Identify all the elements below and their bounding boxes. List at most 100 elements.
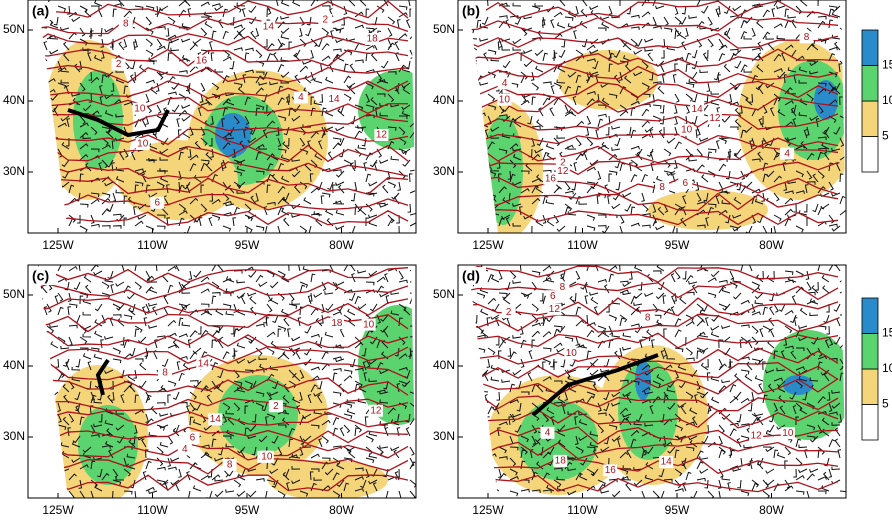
- contour: [468, 457, 839, 474]
- wind-barb: [112, 213, 122, 218]
- wind-barb: [655, 225, 665, 231]
- wind-barb: [318, 140, 323, 150]
- wind-barb: [817, 410, 827, 415]
- wind-barb: [236, 387, 246, 393]
- wind-barb: [299, 446, 304, 456]
- wind-barb: [652, 380, 661, 388]
- wind-barb: [461, 293, 466, 301]
- wind-barb: [192, 419, 202, 426]
- wind-barb: [740, 265, 747, 272]
- wind-barb: [164, 482, 169, 492]
- wind-barb: [619, 110, 629, 117]
- wind-barb: [123, 10, 133, 18]
- contour-label-bg: [293, 91, 308, 104]
- wind-barb: [154, 5, 159, 15]
- wind-barb: [310, 333, 320, 338]
- wind-barb: [721, 287, 731, 294]
- wind-barb: [159, 441, 169, 448]
- wind-barb: [817, 325, 827, 330]
- contour: [468, 113, 839, 131]
- wind-barb: [144, 449, 149, 459]
- wind-barb: [460, 297, 466, 304]
- wind-barb: [280, 34, 290, 40]
- wind-barb: [820, 203, 830, 210]
- wind-barb: [673, 104, 678, 114]
- wind-barb: [316, 394, 323, 404]
- wind-barb: [539, 292, 544, 302]
- wind-barb: [104, 369, 114, 375]
- wind-barb: [644, 38, 654, 43]
- wind-barb: [691, 284, 698, 294]
- wind-barb: [806, 217, 810, 227]
- wind-barb: [559, 0, 566, 7]
- wind-barb: [106, 159, 114, 168]
- wind-barb: [721, 476, 731, 481]
- wind-barb: [740, 64, 748, 73]
- wind-barb: [299, 281, 309, 288]
- wind-barb: [309, 173, 314, 183]
- wind-barb: [509, 159, 517, 169]
- contour-label: 8: [659, 182, 665, 193]
- wind-barb: [255, 402, 264, 410]
- wind-barb: [30, 72, 36, 79]
- wind-barb: [729, 126, 739, 131]
- wind-barb: [608, 273, 615, 283]
- contour-label-bg: [603, 464, 618, 477]
- wind-barb: [178, 70, 188, 74]
- wind-barb: [699, 347, 709, 354]
- wind-barb: [270, 297, 279, 305]
- wind-barb: [603, 391, 610, 401]
- wind-barb: [812, 203, 819, 213]
- wind-barb: [82, 353, 92, 360]
- wind-barb: [691, 93, 698, 103]
- y-tick-label: 40N: [3, 358, 25, 372]
- wind-barb: [701, 5, 709, 14]
- wind-barb: [590, 181, 599, 189]
- wind-barb: [564, 203, 573, 212]
- wind-barb: [200, 288, 210, 294]
- wind-barb: [79, 115, 86, 125]
- wind-barb: [402, 159, 411, 167]
- wind-barb: [655, 5, 665, 10]
- wind-barb: [82, 446, 92, 453]
- wind-barb: [277, 148, 287, 154]
- wind-barb: [233, 386, 243, 393]
- wind-barb: [266, 8, 271, 18]
- wind-barb: [479, 82, 489, 86]
- wind-barb: [353, 181, 358, 191]
- wind-barb: [62, 52, 70, 62]
- wind-barb: [145, 303, 150, 313]
- wind-barb: [83, 274, 92, 283]
- wind-barb: [387, 126, 397, 131]
- wind-barb: [46, 411, 56, 416]
- wind-barb: [387, 27, 393, 37]
- contour: [38, 193, 409, 211]
- wind-barb: [634, 265, 643, 272]
- wind-barb: [90, 126, 98, 135]
- wind-barb: [211, 3, 221, 7]
- wind-barb: [143, 317, 148, 327]
- wind-barb: [817, 20, 826, 29]
- wind-barb: [93, 54, 103, 62]
- wind-barb: [501, 133, 511, 139]
- wind-barb: [299, 284, 306, 294]
- wind-barb: [296, 405, 301, 415]
- wind-barb: [240, 449, 246, 459]
- wind-barb: [302, 60, 312, 65]
- wind-barb: [839, 137, 845, 147]
- wind-barb: [505, 19, 511, 29]
- wind-barb: [498, 468, 502, 478]
- wind-barb: [542, 81, 552, 86]
- wind-barb: [696, 0, 704, 7]
- wind-barb: [520, 435, 529, 443]
- wind-barb: [50, 181, 59, 189]
- wind-barb: [795, 5, 803, 15]
- wind-barb: [718, 44, 728, 51]
- wind-barb: [562, 405, 566, 415]
- wind-barb: [558, 49, 566, 58]
- wind-barb: [79, 173, 84, 183]
- wind-barb: [218, 19, 224, 29]
- wind-barb: [328, 265, 334, 272]
- wind-barb: [90, 265, 99, 272]
- wind-barb: [104, 181, 114, 187]
